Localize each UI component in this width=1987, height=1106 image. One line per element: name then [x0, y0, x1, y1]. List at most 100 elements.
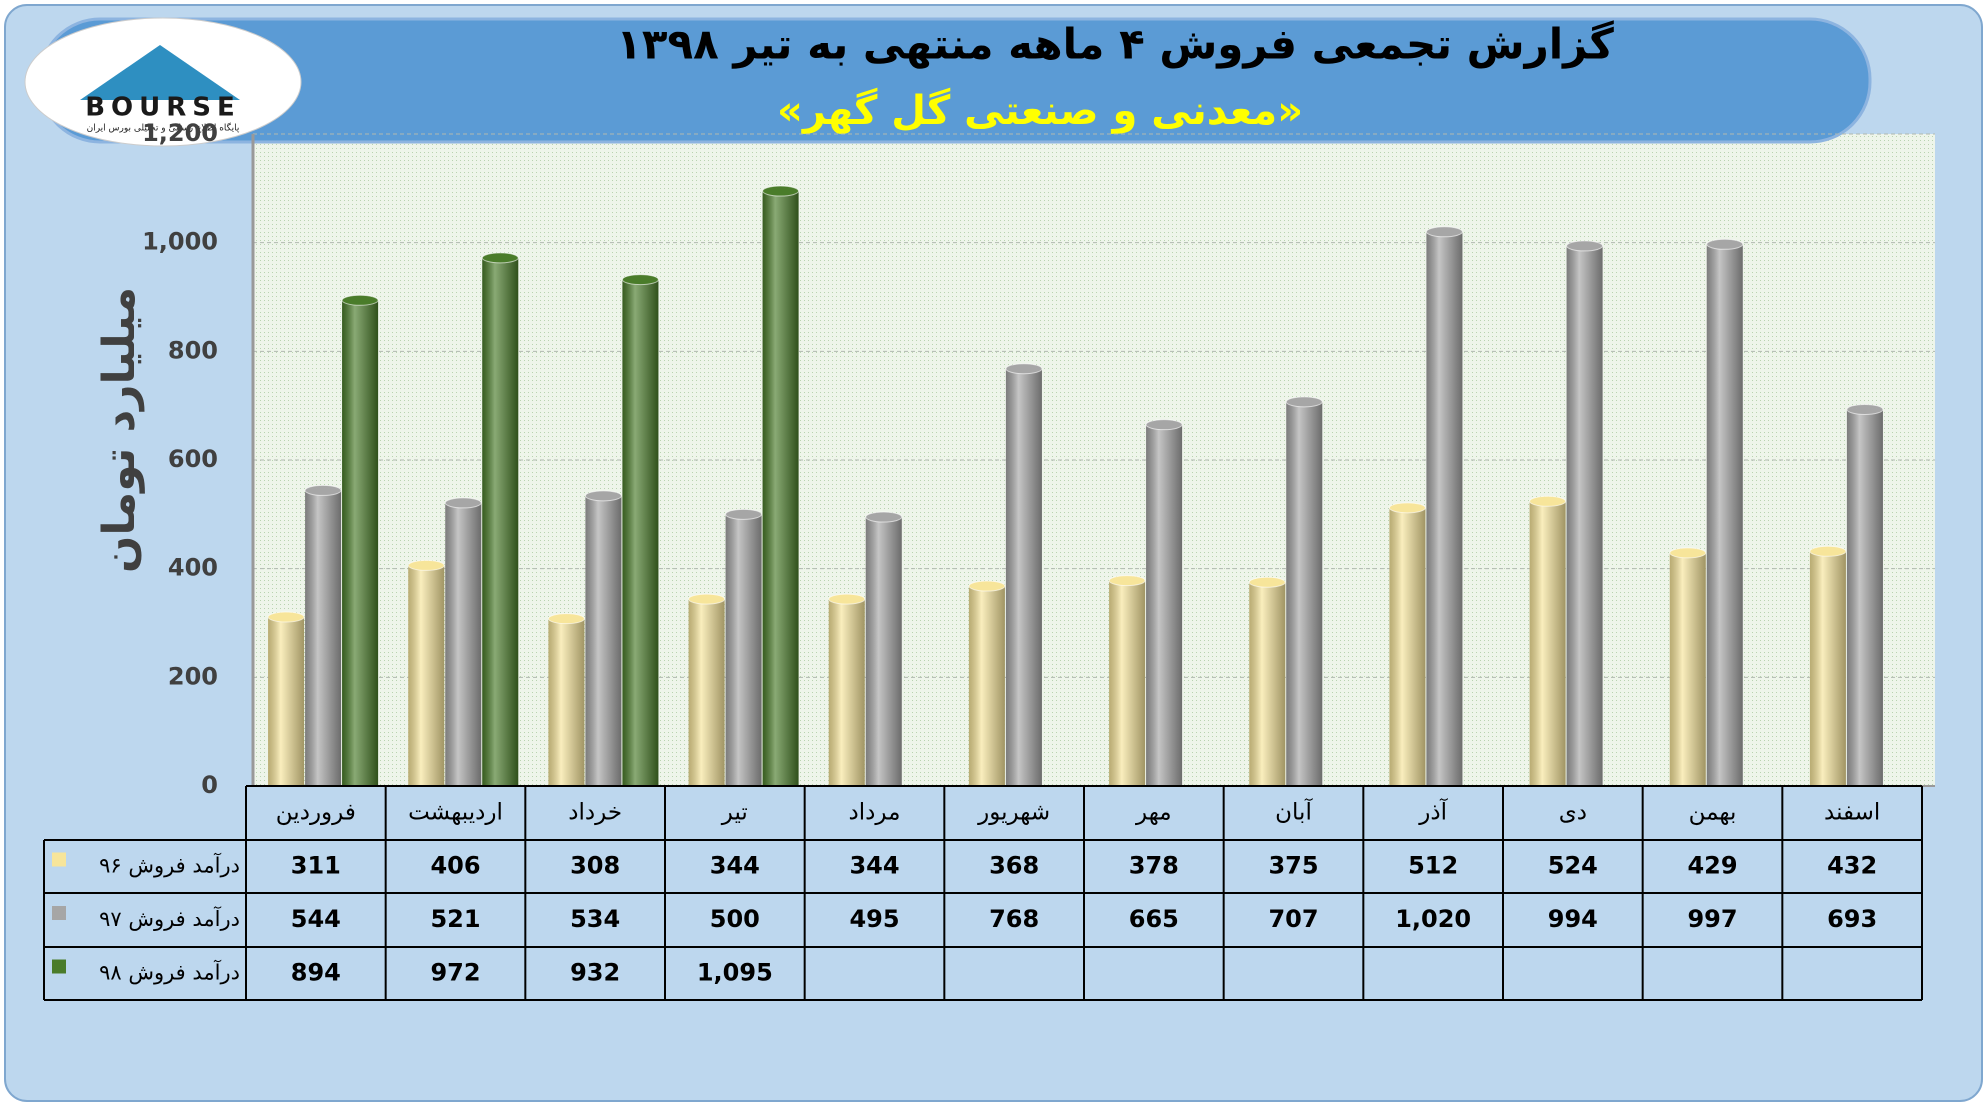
logo-text: BOURSE — [85, 93, 241, 123]
x-tick-label: اردیبهشت — [408, 800, 503, 826]
chart-subtitle: «معدنی و صنعتی گل گهر» — [777, 87, 1303, 134]
data-label: 406 — [430, 852, 480, 880]
bar-cap — [1005, 363, 1043, 375]
x-tick-label: مهر — [1135, 800, 1172, 826]
bar-cap — [1706, 238, 1744, 250]
bar-shade — [622, 279, 659, 786]
bar-cap — [725, 508, 763, 520]
bar-cap — [1669, 547, 1707, 559]
bar-shade — [1005, 368, 1042, 786]
bar-shade — [1846, 409, 1883, 786]
data-label: 1,020 — [1395, 905, 1471, 933]
bar-cap — [407, 559, 445, 571]
x-tick-label: شهریور — [977, 800, 1050, 826]
legend-label: درآمد فروش ۹۸ — [99, 960, 240, 985]
data-label: 344 — [710, 852, 760, 880]
legend-swatch — [52, 906, 66, 920]
data-label: 344 — [849, 852, 899, 880]
bar-cap — [547, 613, 585, 625]
data-label: 432 — [1827, 852, 1877, 880]
bar-cap — [1846, 403, 1884, 415]
bar-cap — [688, 593, 726, 605]
data-label: 378 — [1129, 852, 1179, 880]
y-tick-label: 1,000 — [142, 228, 218, 256]
bar-cap — [1388, 502, 1426, 514]
x-tick-label: مرداد — [849, 800, 901, 826]
bar-cap — [1529, 495, 1567, 507]
legend-label: درآمد فروش ۹۷ — [99, 906, 240, 931]
bar-shade — [1249, 582, 1286, 786]
y-tick-label: 200 — [168, 662, 218, 690]
bar-shade — [305, 490, 342, 786]
bar-shade — [688, 599, 725, 786]
y-tick-label: 1,200 — [142, 119, 218, 147]
bar-cap — [1248, 576, 1286, 588]
x-tick-label: بهمن — [1689, 800, 1737, 826]
bar-shade — [1286, 401, 1323, 786]
y-tick-label: 0 — [201, 771, 218, 799]
bar-cap — [584, 490, 622, 502]
bar-cap — [865, 511, 903, 523]
bar-shade — [968, 586, 1005, 786]
bar-shade — [1109, 580, 1146, 786]
y-tick-label: 800 — [168, 336, 218, 364]
bar-shade — [1389, 507, 1426, 786]
bar-shade — [482, 257, 519, 786]
x-tick-label: اسفند — [1824, 800, 1880, 826]
x-tick-label: خرداد — [568, 800, 622, 826]
data-label: 544 — [291, 905, 341, 933]
data-label: 500 — [710, 905, 760, 933]
bar-cap — [304, 484, 342, 496]
data-label: 534 — [570, 905, 620, 933]
data-label: 308 — [570, 852, 620, 880]
data-label: 1,095 — [697, 959, 773, 987]
bar-shade — [1146, 424, 1183, 786]
data-label: 932 — [570, 959, 620, 987]
bar-cap — [1425, 226, 1463, 238]
bar-shade — [1566, 245, 1603, 787]
data-label: 997 — [1687, 905, 1737, 933]
bar-shade — [1529, 501, 1566, 786]
bar-shade — [585, 495, 622, 786]
bar-cap — [621, 274, 659, 286]
x-tick-label: فروردین — [276, 800, 356, 826]
bar-cap — [1285, 396, 1323, 408]
data-label: 972 — [430, 959, 480, 987]
data-label: 495 — [849, 905, 899, 933]
bar-shade — [445, 502, 482, 786]
bar-cap — [481, 252, 519, 264]
data-label: 368 — [989, 852, 1039, 880]
bar-cap — [444, 497, 482, 509]
bar-shade — [865, 517, 902, 786]
bar-shade — [342, 300, 379, 786]
x-tick-label: تیر — [721, 800, 748, 826]
data-label: 768 — [989, 905, 1039, 933]
data-label: 512 — [1408, 852, 1458, 880]
bar-cap — [1566, 240, 1604, 252]
y-tick-label: 600 — [168, 445, 218, 473]
bar-cap — [762, 185, 800, 197]
y-axis-title: میلیارد تومان — [94, 287, 145, 573]
data-label: 994 — [1548, 905, 1598, 933]
bar-cap — [267, 611, 305, 623]
bar-shade — [1669, 552, 1706, 786]
legend-label: درآمد فروش ۹۶ — [99, 853, 240, 878]
logo-icon — [80, 45, 240, 100]
x-tick-label: آذر — [1418, 798, 1448, 826]
bar-shade — [268, 617, 305, 786]
bar-cap — [1108, 575, 1146, 587]
data-label: 429 — [1687, 852, 1737, 880]
legend-swatch — [52, 852, 66, 867]
x-tick-label: آبان — [1275, 798, 1313, 826]
x-tick-label: دی — [1559, 800, 1587, 826]
data-label: 693 — [1827, 905, 1877, 933]
y-tick-label: 400 — [168, 554, 218, 582]
bar-shade — [762, 191, 799, 787]
data-label: 521 — [430, 905, 480, 933]
bar-shade — [828, 599, 865, 786]
bar-shade — [548, 618, 585, 786]
data-label: 311 — [291, 852, 341, 880]
legend-swatch — [52, 959, 66, 974]
